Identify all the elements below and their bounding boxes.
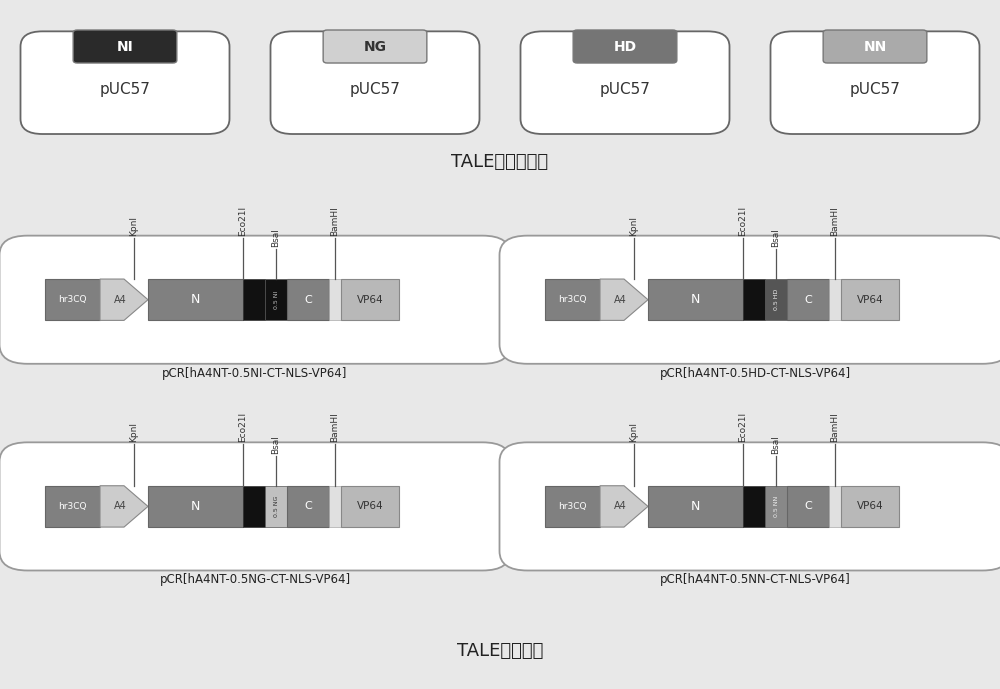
Text: pUC57: pUC57 [100, 83, 150, 97]
FancyArrow shape [600, 279, 648, 320]
Text: N: N [691, 500, 700, 513]
Text: TALE重复区单体: TALE重复区单体 [451, 153, 549, 171]
FancyBboxPatch shape [770, 32, 980, 134]
FancyBboxPatch shape [841, 486, 899, 527]
Text: pCR[hA4NT-0.5NN-CT-NLS-VP64]: pCR[hA4NT-0.5NN-CT-NLS-VP64] [660, 573, 850, 586]
FancyBboxPatch shape [45, 279, 100, 320]
Text: N: N [191, 500, 200, 513]
FancyBboxPatch shape [20, 32, 230, 134]
FancyBboxPatch shape [765, 279, 787, 320]
Text: A4: A4 [114, 502, 127, 511]
Text: N: N [191, 294, 200, 306]
FancyBboxPatch shape [823, 30, 927, 63]
Text: pUC57: pUC57 [350, 83, 400, 97]
Text: pUC57: pUC57 [600, 83, 650, 97]
Text: BamHI: BamHI [831, 206, 840, 236]
FancyBboxPatch shape [841, 279, 899, 320]
FancyBboxPatch shape [648, 486, 743, 527]
Text: pUC57: pUC57 [850, 83, 900, 97]
FancyBboxPatch shape [243, 279, 265, 320]
Text: hr3CQ: hr3CQ [58, 295, 87, 305]
FancyBboxPatch shape [520, 32, 730, 134]
Text: A4: A4 [614, 295, 627, 305]
Text: BsaI: BsaI [772, 435, 781, 454]
Text: pCR[hA4NT-0.5HD-CT-NLS-VP64]: pCR[hA4NT-0.5HD-CT-NLS-VP64] [659, 367, 851, 380]
FancyBboxPatch shape [287, 279, 329, 320]
Text: BsaI: BsaI [272, 435, 280, 454]
Text: BamHI: BamHI [330, 206, 340, 236]
FancyBboxPatch shape [573, 30, 677, 63]
Text: VP64: VP64 [357, 295, 383, 305]
FancyBboxPatch shape [265, 486, 287, 527]
FancyArrow shape [600, 486, 648, 527]
FancyBboxPatch shape [499, 236, 1000, 364]
Text: pCR[hA4NT-0.5NI-CT-NLS-VP64]: pCR[hA4NT-0.5NI-CT-NLS-VP64] [162, 367, 348, 380]
FancyBboxPatch shape [829, 279, 841, 320]
FancyBboxPatch shape [743, 279, 765, 320]
Text: KpnI: KpnI [129, 216, 138, 236]
Text: A4: A4 [614, 502, 627, 511]
FancyBboxPatch shape [287, 486, 329, 527]
FancyBboxPatch shape [341, 486, 399, 527]
Text: TALE组装骨架: TALE组装骨架 [457, 642, 543, 660]
Text: NG: NG [364, 39, 386, 54]
Text: Eco21I: Eco21I [739, 412, 748, 442]
Text: HD: HD [613, 39, 637, 54]
FancyArrow shape [100, 486, 148, 527]
FancyBboxPatch shape [545, 279, 600, 320]
Text: BsaI: BsaI [272, 228, 280, 247]
Text: N: N [691, 294, 700, 306]
FancyBboxPatch shape [787, 279, 829, 320]
Text: A4: A4 [114, 295, 127, 305]
Text: KpnI: KpnI [129, 422, 138, 442]
Text: hr3CQ: hr3CQ [558, 295, 587, 305]
FancyBboxPatch shape [148, 486, 243, 527]
Text: Eco21I: Eco21I [239, 205, 248, 236]
Text: 0.5 NG: 0.5 NG [274, 495, 278, 517]
FancyBboxPatch shape [545, 486, 600, 527]
FancyBboxPatch shape [329, 486, 341, 527]
Text: hr3CQ: hr3CQ [58, 502, 87, 511]
FancyArrow shape [100, 279, 148, 320]
FancyBboxPatch shape [765, 486, 787, 527]
Text: C: C [804, 295, 812, 305]
FancyBboxPatch shape [0, 442, 510, 570]
FancyBboxPatch shape [73, 30, 177, 63]
Text: BsaI: BsaI [772, 228, 781, 247]
FancyBboxPatch shape [0, 236, 510, 364]
FancyBboxPatch shape [499, 442, 1000, 570]
FancyBboxPatch shape [148, 279, 243, 320]
Text: 0.5 NN: 0.5 NN [774, 496, 779, 517]
FancyBboxPatch shape [829, 486, 841, 527]
Text: VP64: VP64 [357, 502, 383, 511]
Text: 0.5 NI: 0.5 NI [274, 291, 278, 309]
Text: KpnI: KpnI [629, 216, 638, 236]
Text: hr3CQ: hr3CQ [558, 502, 587, 511]
Text: KpnI: KpnI [629, 422, 638, 442]
Text: VP64: VP64 [857, 502, 883, 511]
Text: NN: NN [863, 39, 887, 54]
Text: 0.5 HD: 0.5 HD [774, 289, 779, 311]
Text: Eco21I: Eco21I [239, 412, 248, 442]
FancyBboxPatch shape [743, 486, 765, 527]
Text: BamHI: BamHI [831, 413, 840, 442]
FancyBboxPatch shape [243, 486, 265, 527]
FancyBboxPatch shape [265, 279, 287, 320]
FancyBboxPatch shape [45, 486, 100, 527]
Text: NI: NI [117, 39, 133, 54]
FancyBboxPatch shape [270, 32, 480, 134]
FancyBboxPatch shape [329, 279, 341, 320]
Text: C: C [804, 502, 812, 511]
FancyBboxPatch shape [787, 486, 829, 527]
FancyBboxPatch shape [323, 30, 427, 63]
Text: pCR[hA4NT-0.5NG-CT-NLS-VP64]: pCR[hA4NT-0.5NG-CT-NLS-VP64] [159, 573, 351, 586]
Text: VP64: VP64 [857, 295, 883, 305]
Text: C: C [304, 295, 312, 305]
FancyBboxPatch shape [648, 279, 743, 320]
FancyBboxPatch shape [341, 279, 399, 320]
Text: Eco21I: Eco21I [739, 205, 748, 236]
Text: C: C [304, 502, 312, 511]
Text: BamHI: BamHI [330, 413, 340, 442]
